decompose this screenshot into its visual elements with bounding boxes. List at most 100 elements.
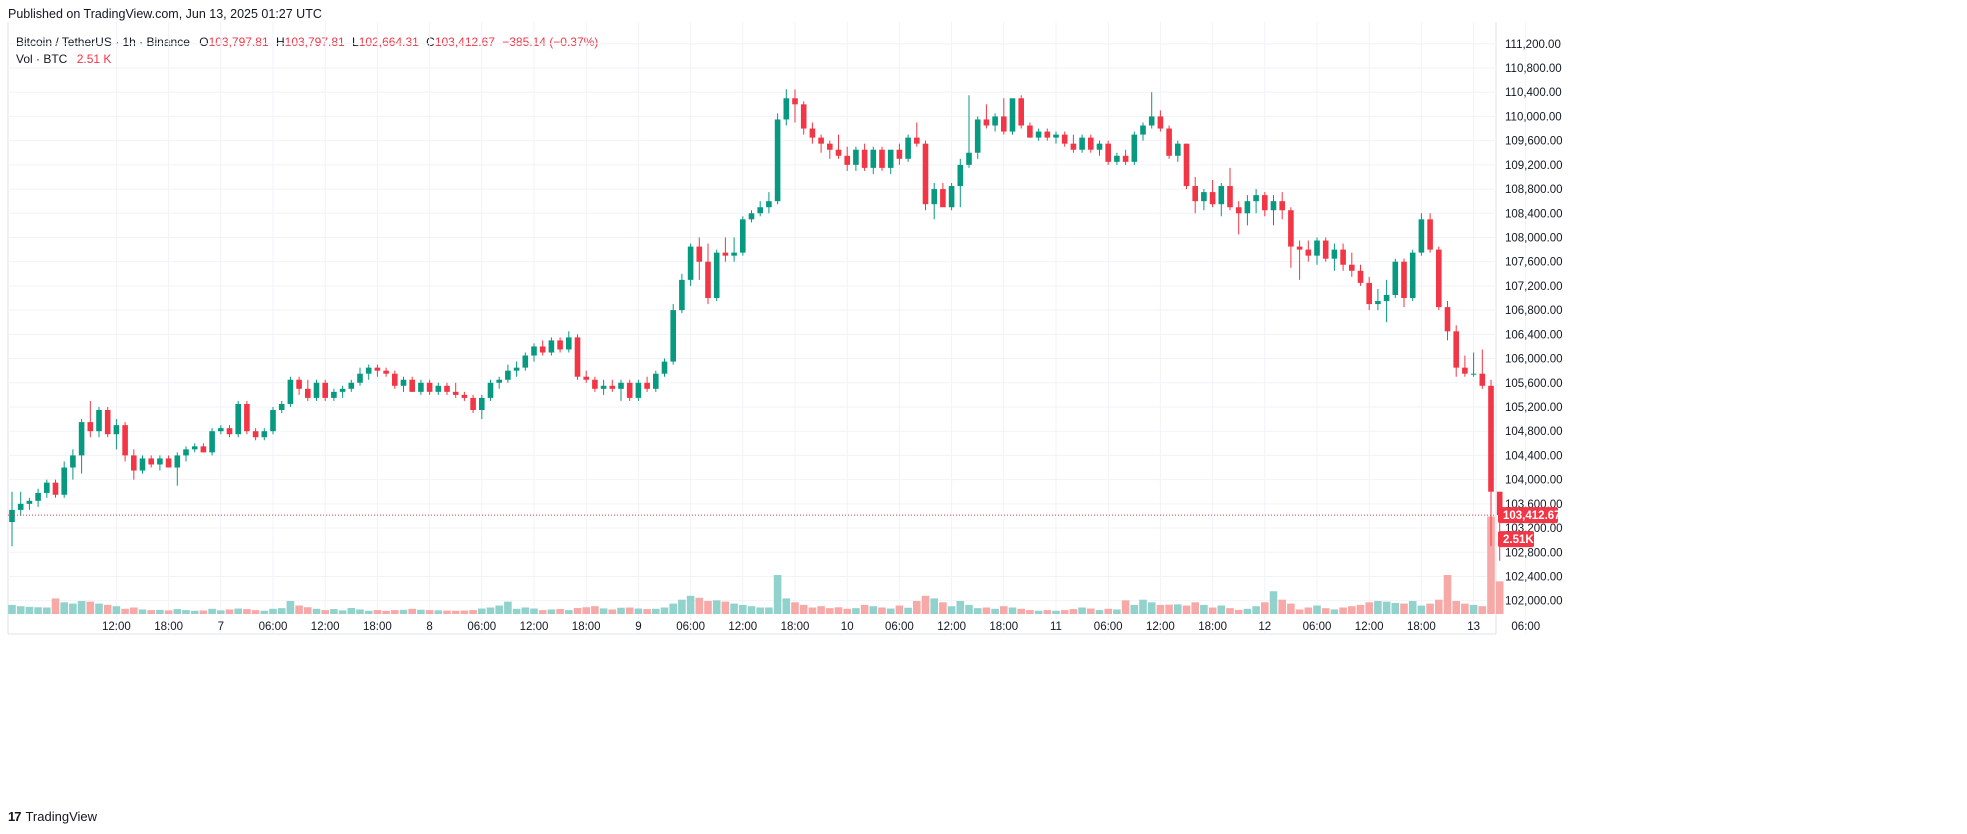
candle	[583, 370, 589, 383]
candle-body	[131, 455, 137, 471]
volume-bar	[478, 608, 486, 614]
time-tick-label: 18:00	[781, 621, 810, 633]
volume-bar	[1435, 599, 1443, 614]
candle-body	[374, 367, 381, 371]
volume-bar	[852, 608, 860, 614]
candle-body	[592, 379, 598, 389]
volume-bar	[617, 607, 625, 614]
grid	[7, 22, 1527, 635]
candle-body	[809, 128, 816, 138]
time-axis[interactable]: 12:00 18:00 7 06:00 12:00 18:00 8 06:00 12:00 18:…	[102, 621, 1540, 633]
volume-bar	[1069, 609, 1078, 614]
axis-badges: 103,412.67 2.51K	[1498, 507, 1561, 548]
candle-body	[566, 337, 572, 350]
candle	[870, 146, 877, 174]
volume-bar	[16, 606, 25, 614]
candle	[444, 382, 450, 395]
volume-bar	[1104, 608, 1112, 614]
volume-bar	[1008, 607, 1017, 614]
candle	[1035, 128, 1042, 141]
volume-bar	[1304, 607, 1313, 614]
candle-body	[1183, 143, 1190, 187]
candle	[1401, 258, 1407, 308]
volume-bar	[730, 603, 738, 614]
time-tick-label: 18:00	[1407, 621, 1436, 633]
candle-body	[1235, 207, 1242, 214]
candle-body	[600, 385, 607, 389]
volume-bar	[826, 608, 834, 614]
price-tick-label: 104,000.00	[1505, 475, 1563, 487]
candle-body	[948, 186, 955, 208]
volume-bar	[704, 601, 712, 614]
candle	[1314, 237, 1320, 265]
candle-body	[296, 379, 302, 389]
candle	[1496, 491, 1503, 561]
candle	[1201, 189, 1207, 211]
candle-body	[305, 388, 311, 398]
price-axis[interactable]: 111,200.00 110,800.00 110,400.00 110,000.00…	[1505, 39, 1563, 608]
candle	[70, 449, 76, 480]
volume-bar	[138, 609, 147, 614]
high-label: H	[275, 35, 285, 49]
candle	[1070, 134, 1077, 153]
candle-body	[1366, 282, 1372, 305]
candle-body	[1157, 116, 1164, 129]
candle-body	[1305, 249, 1312, 256]
tradingview-brand[interactable]: 17 TradingView	[8, 809, 97, 824]
candle-body	[139, 458, 146, 471]
volume-bar	[243, 609, 251, 614]
volume-bar	[1269, 591, 1278, 614]
volume-bar	[1313, 605, 1321, 614]
volume-bar	[417, 609, 425, 614]
volume-bar	[1217, 605, 1226, 614]
candle	[278, 400, 285, 414]
volume-bar	[295, 605, 303, 614]
volume-bar	[286, 601, 295, 614]
candle-body	[1131, 134, 1138, 162]
candle	[470, 394, 476, 414]
candle-body	[487, 382, 494, 398]
candle-body	[496, 379, 502, 383]
time-tick-label: 06:00	[676, 621, 705, 633]
candle-body	[435, 385, 442, 392]
candle	[757, 201, 763, 217]
candle-body	[122, 425, 128, 456]
candles	[9, 89, 1503, 561]
price-tick-label: 109,200.00	[1505, 160, 1563, 172]
candle-body	[635, 382, 642, 398]
candle	[1305, 240, 1312, 262]
volume-bar	[1087, 608, 1095, 614]
candle-body	[1088, 137, 1094, 150]
time-tick-label: 12:00	[311, 621, 340, 633]
candle	[1122, 149, 1129, 165]
volume-bar	[1156, 604, 1165, 614]
volume-bar	[469, 610, 477, 614]
volume-bar	[373, 610, 382, 614]
price-tick-label: 110,000.00	[1505, 111, 1562, 123]
volume-bar	[591, 606, 599, 614]
volume-bar	[1391, 602, 1400, 614]
candle	[740, 216, 746, 256]
time-tick-label: 06:00	[467, 621, 496, 633]
candle	[1027, 122, 1033, 138]
candle	[653, 370, 659, 392]
candle-body	[940, 189, 946, 208]
volume-bar	[251, 610, 260, 614]
candle	[461, 391, 468, 401]
volume-bar	[521, 607, 530, 614]
candle-body	[992, 116, 998, 126]
candle	[922, 140, 929, 211]
volume-bar	[860, 604, 869, 614]
volume-bar	[1321, 608, 1330, 614]
candle-body	[244, 403, 250, 432]
ohlc-legend: Bitcoin / TetherUS · 1h · Binance O103,7…	[16, 35, 598, 49]
time-tick-label: 12:00	[102, 621, 131, 633]
price-tick-label: 108,800.00	[1505, 184, 1563, 196]
volume-bar	[86, 601, 95, 614]
candle	[426, 379, 433, 395]
volume-bar	[1182, 605, 1191, 614]
candle-body	[1070, 143, 1077, 150]
candle	[635, 379, 642, 401]
volume-bar	[156, 609, 164, 614]
